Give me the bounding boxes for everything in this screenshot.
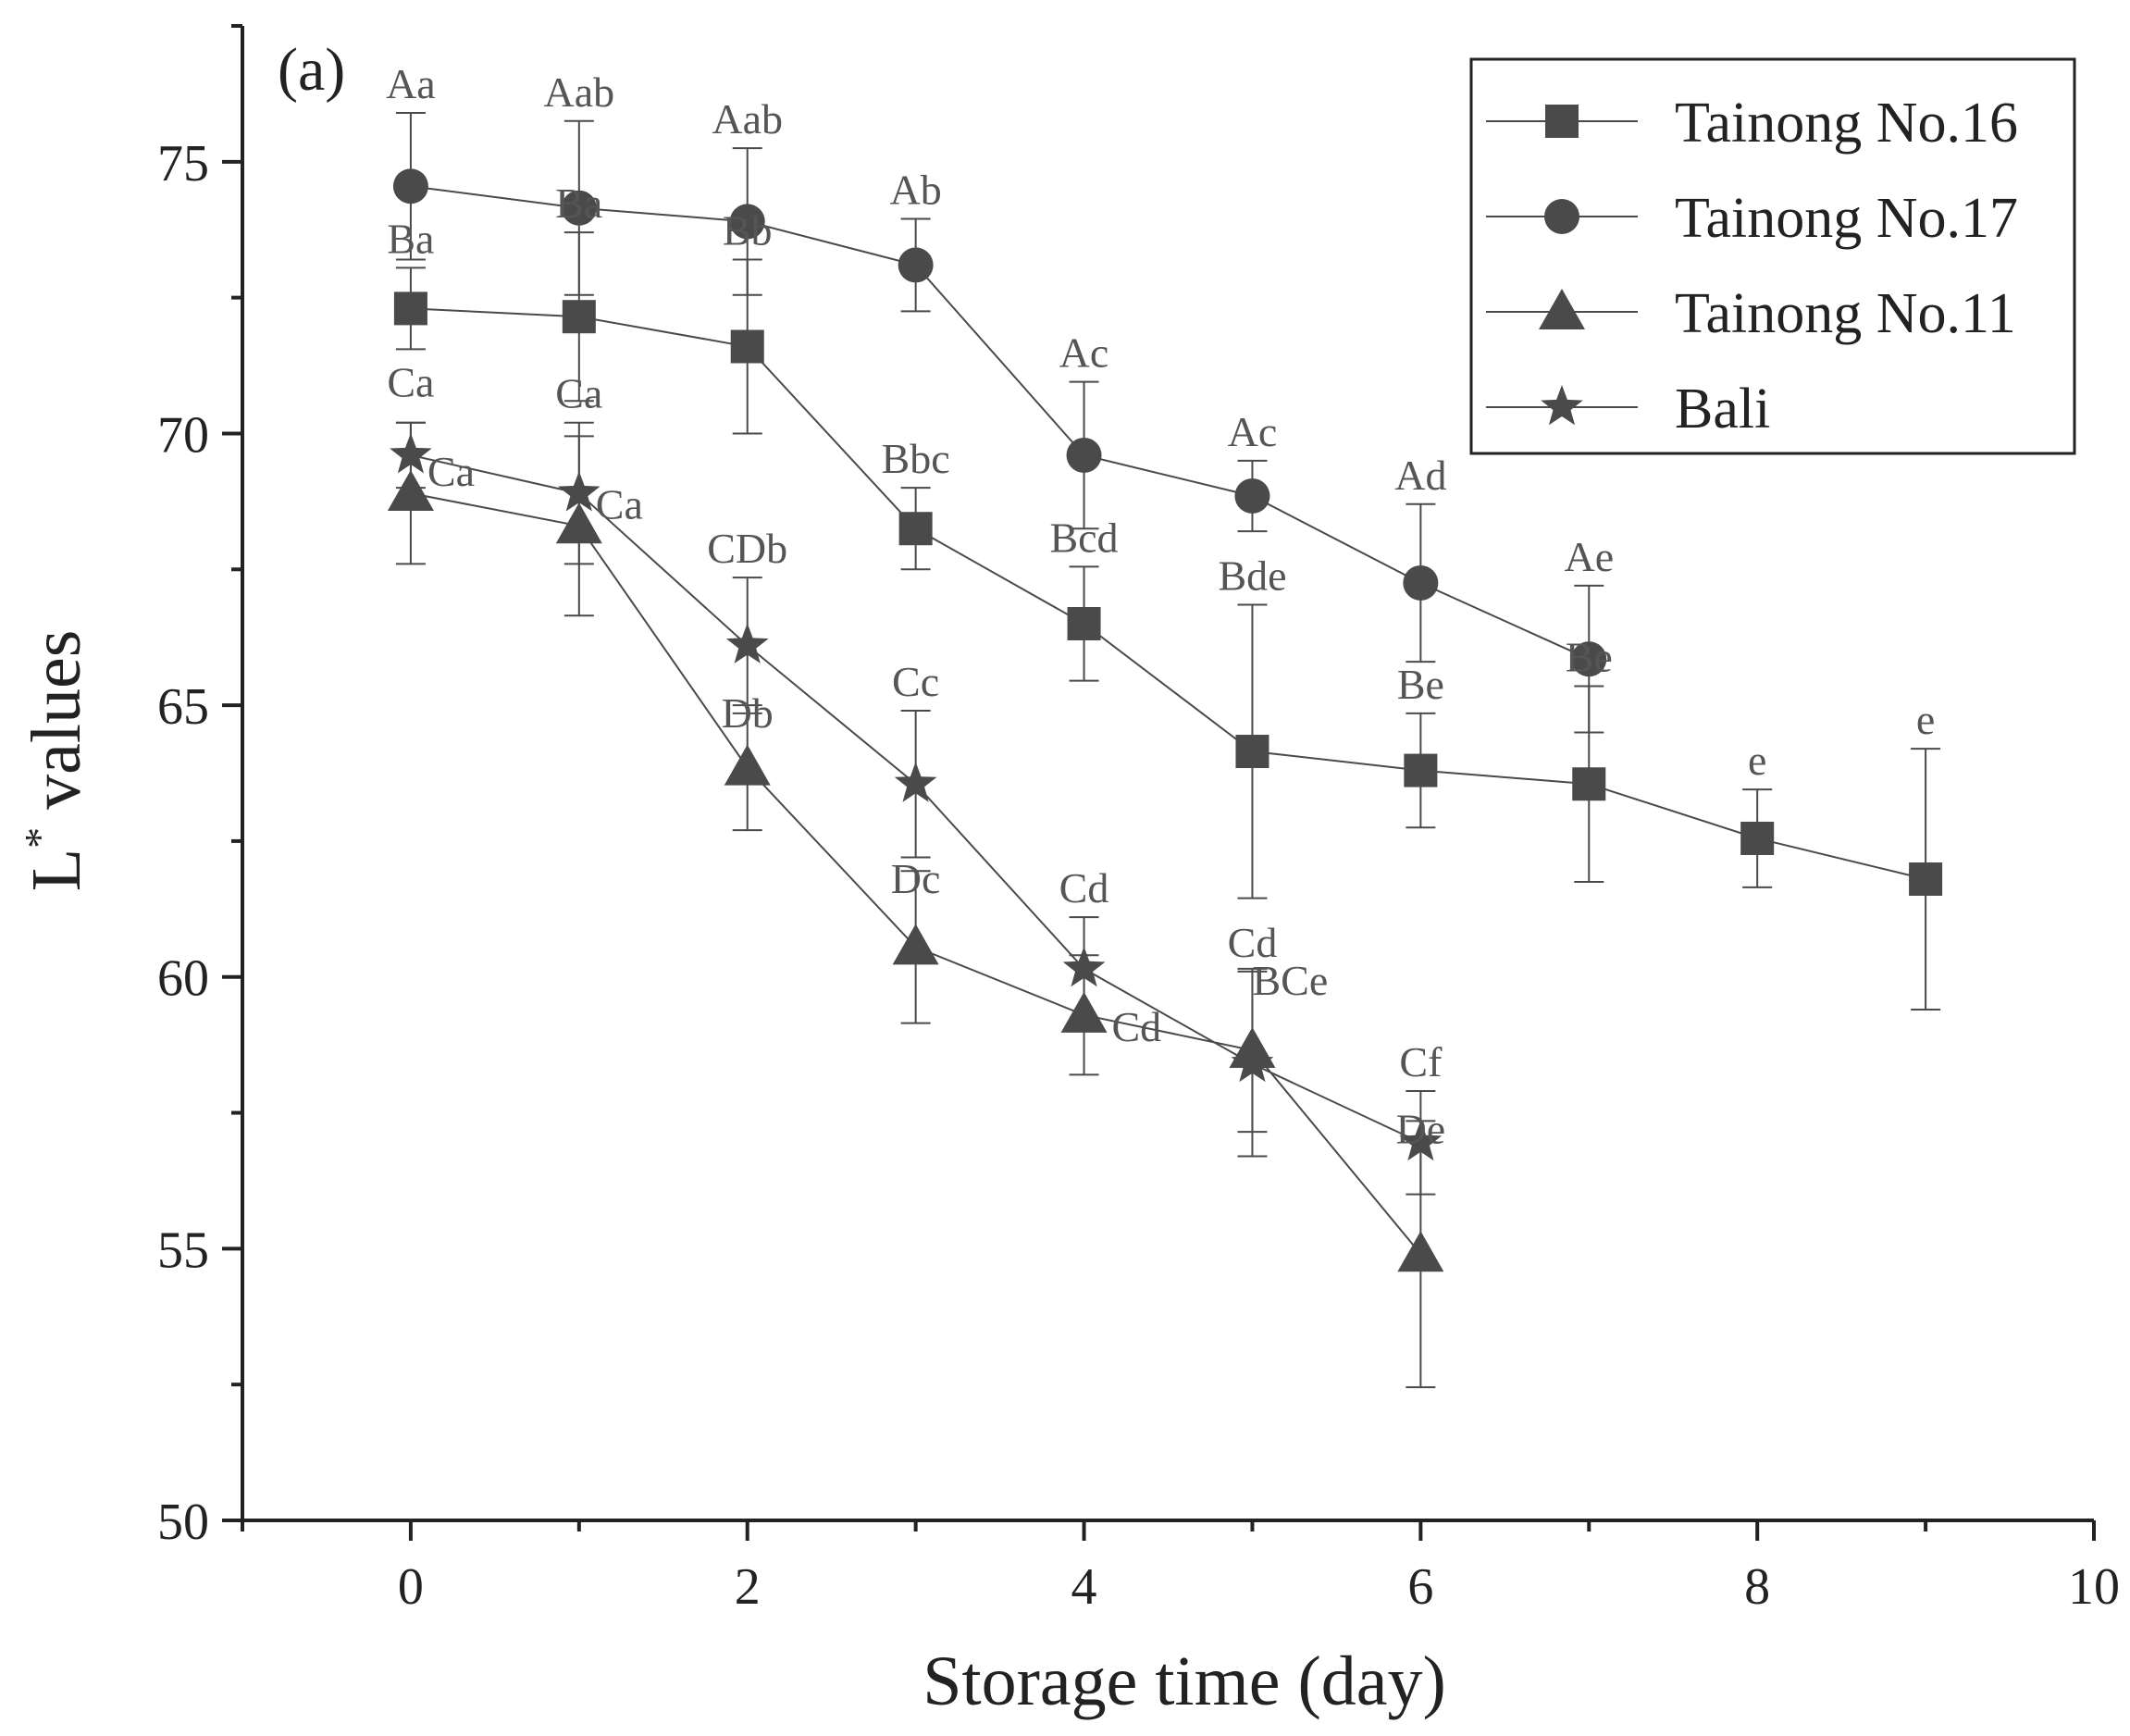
significance-label: Ca (596, 480, 643, 527)
y-tick-label: 65 (157, 678, 209, 736)
data-point-tainong-no-16 (562, 300, 596, 334)
x-tick-label: 6 (1407, 1558, 1433, 1616)
significance-label: BCe (1253, 957, 1329, 1004)
legend-label-bali: Bali (1675, 378, 1770, 440)
series-line-tainong-no-16 (410, 307, 1926, 880)
significance-label: Bcd (1049, 514, 1118, 561)
significance-label: Ae (1564, 533, 1614, 580)
data-point-tainong-no-17 (1571, 641, 1607, 677)
y-tick-label: 60 (157, 950, 209, 1008)
x-tick-label: 0 (398, 1558, 424, 1616)
significance-label: e (1748, 737, 1766, 784)
legend-label-tainong-no-11: Tainong No.11 (1675, 282, 2016, 345)
significance-label: Ba (387, 215, 434, 262)
significance-label: Ba (555, 180, 602, 227)
series-layer (387, 111, 1943, 1389)
significance-label: Db (722, 689, 774, 737)
y-tick-label: 50 (157, 1494, 209, 1551)
data-point-tainong-no-11 (387, 470, 434, 512)
significance-label: Ab (889, 167, 941, 214)
significance-label: Ca (387, 359, 434, 406)
data-point-tainong-no-16 (898, 512, 933, 546)
y-axis-title-superscript: * (16, 827, 63, 849)
significance-label: Ca (555, 370, 602, 417)
data-point-bali (1231, 1041, 1274, 1083)
data-point-tainong-no-17 (1234, 477, 1270, 514)
data-point-bali (390, 432, 432, 474)
x-tick-label: 10 (2068, 1558, 2120, 1616)
x-tick-label: 8 (1744, 1558, 1770, 1616)
significance-label: Cd (1112, 1003, 1162, 1050)
data-point-tainong-no-16 (393, 291, 427, 326)
panel-label: (a) (278, 36, 345, 104)
data-point-tainong-no-16 (1067, 607, 1101, 640)
data-point-tainong-no-16 (1740, 821, 1775, 855)
significance-label: Cf (1399, 1038, 1443, 1085)
legend-marker-tainong-no-16 (1545, 105, 1579, 138)
data-point-tainong-no-11 (724, 744, 771, 786)
significance-label: CDb (707, 525, 787, 572)
data-point-tainong-no-17 (1403, 564, 1439, 601)
significance-label: Ac (1059, 329, 1109, 377)
data-point-tainong-no-16 (1572, 767, 1606, 801)
significance-labels-layer: Ba Ba Bb Bbc Bcd Bde Be Be e e Aa Aab Aab Ab Ac Ac Ad Ae C… (386, 60, 1935, 1152)
data-point-tainong-no-17 (392, 168, 428, 205)
data-point-tainong-no-17 (561, 190, 597, 226)
data-point-bali (1062, 946, 1106, 987)
y-tick-label: 70 (157, 406, 209, 464)
significance-label: Cd (1059, 864, 1109, 911)
x-tick-label: 4 (1071, 1558, 1097, 1616)
significance-label: Dc (891, 855, 941, 902)
significance-label: Bb (723, 207, 773, 254)
y-axis-title-main: L (18, 849, 95, 891)
significance-label: e (1916, 696, 1935, 743)
legend: Tainong No.16 Tainong No.17 Tainong No.11 B… (1469, 57, 2076, 455)
data-point-bali (894, 762, 937, 802)
data-point-tainong-no-17 (1066, 437, 1102, 473)
series-tainong-no-17 (392, 111, 1607, 734)
x-axis-title: Storage time (day) (923, 1643, 1446, 1720)
significance-label: Aab (712, 95, 783, 143)
significance-label: Aa (386, 60, 436, 107)
legend-marker-bali (1541, 385, 1583, 426)
data-point-bali (558, 471, 601, 512)
y-tick-label: 75 (157, 135, 209, 192)
data-point-tainong-no-11 (892, 924, 939, 965)
data-point-tainong-no-16 (1909, 862, 1943, 897)
legend-label-tainong-no-17: Tainong No.17 (1675, 187, 2018, 250)
significance-label: Ac (1228, 408, 1278, 455)
significance-label: Cc (892, 658, 939, 705)
y-axis-title-suffix: values (18, 630, 95, 827)
significance-label: Be (1566, 634, 1613, 681)
significance-label: Aab (543, 68, 614, 116)
data-point-tainong-no-17 (898, 247, 934, 283)
data-point-tainong-no-11 (1397, 1231, 1444, 1272)
y-tick-label: 55 (157, 1221, 209, 1279)
legend-marker-tainong-no-17 (1544, 199, 1579, 234)
significance-label: Be (1397, 661, 1444, 708)
y-axis-title: L* values (16, 630, 95, 892)
significance-label: Ca (427, 448, 475, 495)
legend-marker-tainong-no-11 (1539, 289, 1585, 329)
significance-label: Cd (1228, 919, 1278, 966)
x-tick-label: 2 (735, 1558, 761, 1616)
data-point-tainong-no-16 (730, 329, 764, 364)
axes-layer: 0 2 4 6 8 10 50 55 60 65 70 75 (157, 24, 2120, 1616)
significance-label: Ad (1394, 452, 1446, 499)
data-point-tainong-no-16 (1235, 735, 1269, 769)
significance-label: De (1396, 1105, 1446, 1152)
data-point-bali (1399, 1120, 1443, 1161)
data-point-tainong-no-16 (1404, 753, 1438, 787)
data-point-bali (725, 623, 769, 663)
series-line-tainong-no-17 (410, 185, 1590, 661)
data-point-tainong-no-17 (729, 204, 765, 240)
significance-label: Bde (1218, 552, 1286, 599)
legend-label-tainong-no-16: Tainong No.16 (1675, 92, 2018, 155)
series-bali (390, 421, 1443, 1196)
significance-label: Bbc (882, 435, 950, 482)
